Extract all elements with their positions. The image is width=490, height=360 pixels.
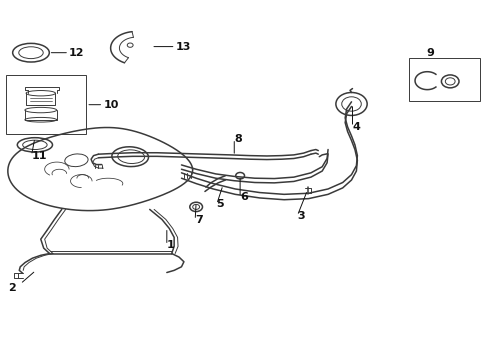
Text: 9: 9	[427, 48, 435, 58]
Text: 6: 6	[240, 192, 248, 202]
Bar	[409, 58, 480, 101]
Text: 1: 1	[167, 240, 174, 250]
Text: 2: 2	[9, 283, 16, 293]
Text: 4: 4	[352, 122, 360, 132]
Text: 7: 7	[195, 215, 203, 225]
Text: 5: 5	[217, 199, 224, 210]
Text: 12: 12	[69, 48, 85, 58]
Text: 8: 8	[234, 134, 242, 144]
Text: 10: 10	[103, 100, 119, 110]
Text: 13: 13	[175, 42, 191, 51]
Text: 3: 3	[297, 211, 305, 221]
Bar	[5, 75, 86, 134]
Text: 11: 11	[31, 150, 47, 161]
